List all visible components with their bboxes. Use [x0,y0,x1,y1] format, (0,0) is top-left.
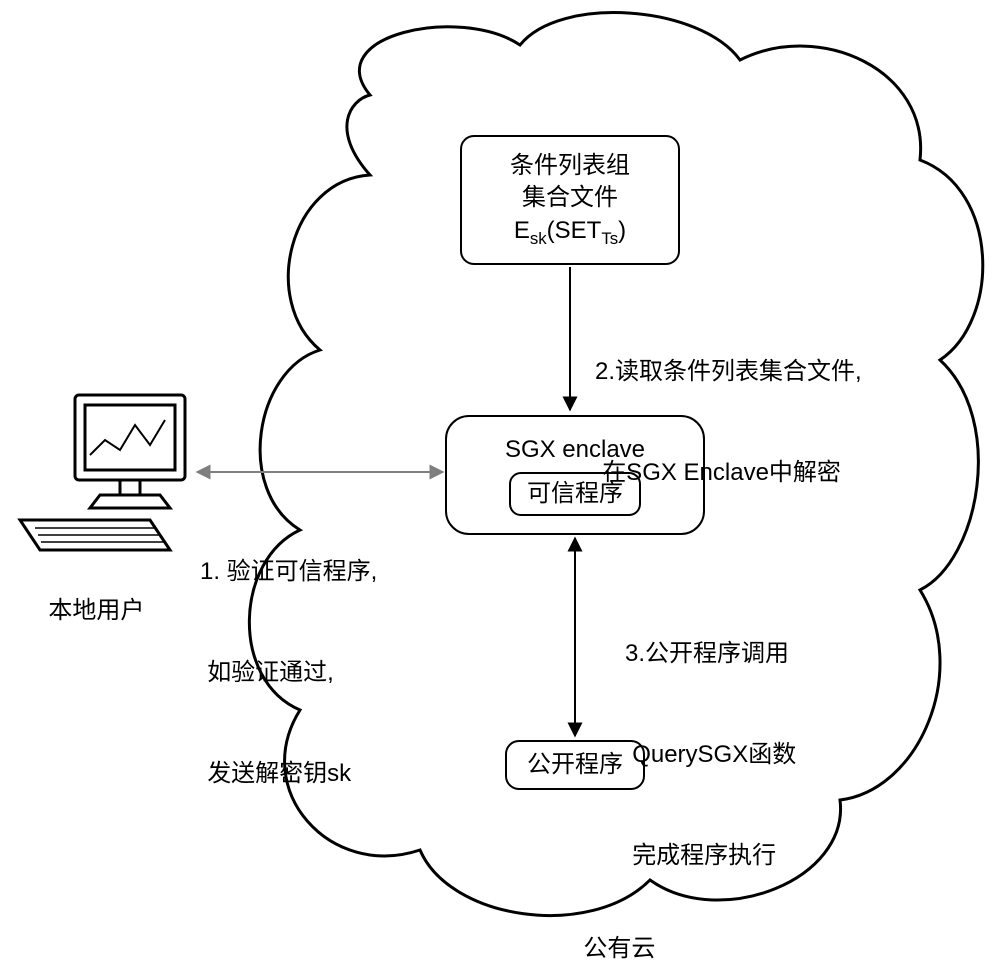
condition-list-box: 条件列表组 集合文件 Esk(SETTs) [460,135,680,265]
local-user-label: 本地用户 [35,560,144,627]
step3-label: 3.公开程序调用 QuerySGX函数 完成程序执行 [625,570,796,906]
condition-line3: Esk(SETTs) [514,215,626,250]
condition-line2: 集合文件 [522,182,618,214]
step1-label: 1. 验证可信程序, 如验证通过, 发送解密钥sk [200,488,377,824]
cloud-label: 公有云 [570,898,655,965]
public-program-label: 公开程序 [527,749,623,781]
public-program-box: 公开程序 [505,740,645,790]
condition-line1: 条件列表组 [510,150,630,182]
step2-label: 2.读取条件列表集合文件, 在SGX Enclave中解密 [595,288,862,523]
computer-icon [20,395,185,550]
